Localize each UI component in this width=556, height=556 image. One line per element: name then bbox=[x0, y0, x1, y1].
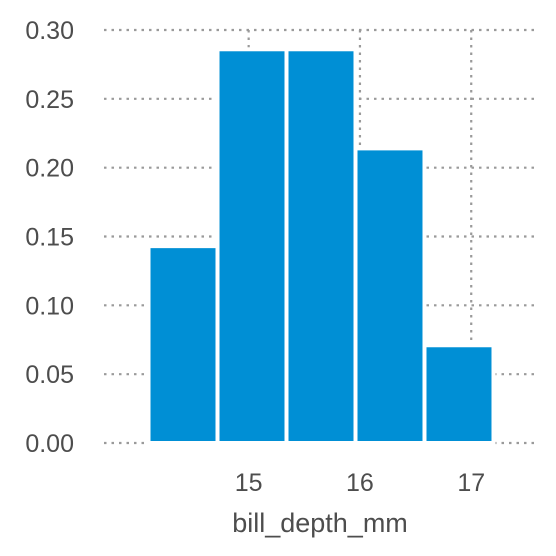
histogram-bars bbox=[146, 47, 496, 445]
y-tick-label: 0.20 bbox=[25, 155, 74, 183]
x-axis-ticks: 15 16 17 bbox=[235, 469, 485, 497]
y-axis-ticks: 0.00 0.05 0.10 0.15 0.20 0.25 0.30 bbox=[25, 17, 74, 458]
histogram-bar-4 bbox=[353, 146, 427, 445]
x-tick-label: 15 bbox=[235, 469, 263, 497]
y-tick-label: 0.05 bbox=[25, 361, 74, 389]
histogram-bar-1 bbox=[146, 244, 220, 445]
x-tick-label: 16 bbox=[346, 469, 374, 497]
histogram-bar-5 bbox=[422, 343, 496, 445]
x-axis-label: bill_depth_mm bbox=[232, 508, 408, 538]
y-tick-label: 0.00 bbox=[25, 430, 74, 458]
x-tick-label: 17 bbox=[457, 469, 485, 497]
y-tick-label: 0.10 bbox=[25, 292, 74, 320]
histogram-bar-3 bbox=[284, 47, 358, 445]
y-tick-label: 0.15 bbox=[25, 224, 74, 252]
y-tick-label: 0.25 bbox=[25, 86, 74, 114]
histogram-bar-2 bbox=[215, 47, 289, 445]
y-tick-label: 0.30 bbox=[25, 17, 74, 45]
